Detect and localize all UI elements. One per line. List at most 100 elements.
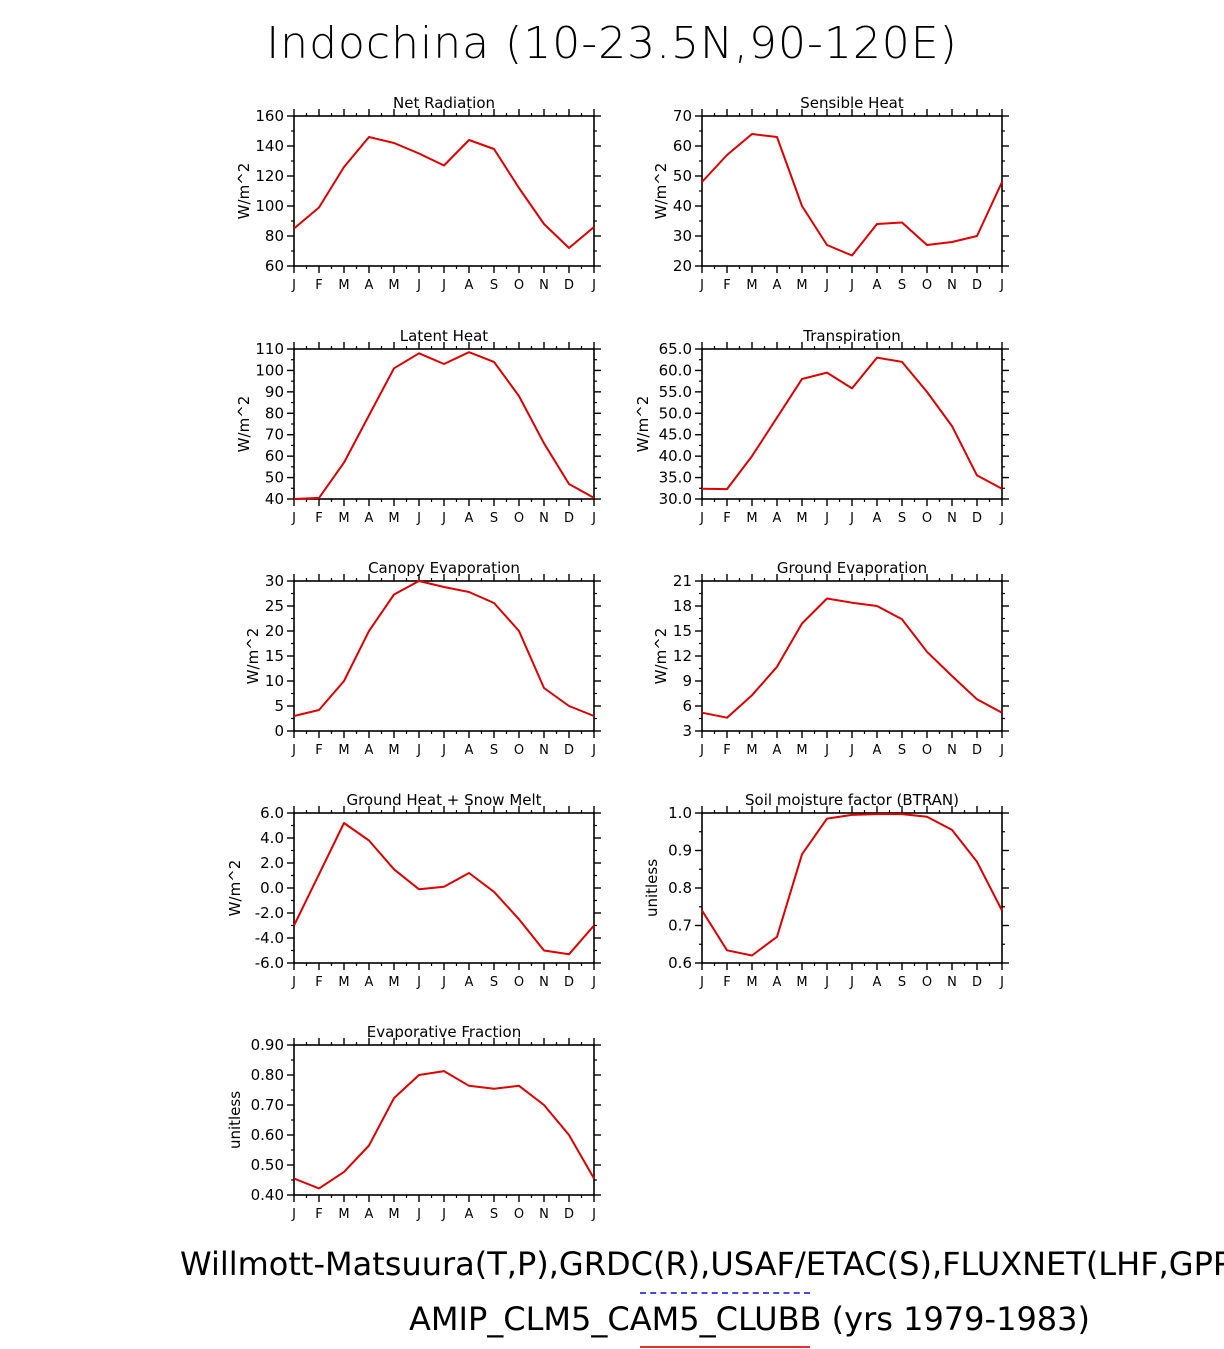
y-axis-label: unitless <box>226 1091 244 1149</box>
y-tick-label: 0.9 <box>668 842 692 860</box>
y-tick-label: 21 <box>673 572 692 590</box>
x-tick-label: M <box>796 278 807 293</box>
x-tick-label: M <box>746 743 757 758</box>
y-axis-label: W/m^2 <box>235 396 253 453</box>
y-tick-label: 2.0 <box>260 854 284 872</box>
x-tick-label: F <box>723 975 730 990</box>
x-tick-label: M <box>338 511 349 526</box>
y-tick-label: 45.0 <box>659 426 692 444</box>
series-line <box>701 356 1003 491</box>
x-tick-label: J <box>441 1207 446 1222</box>
plot-frame <box>701 348 1003 500</box>
chart-panel: J F M A M J J A S O N D J0.400.500.600.700.800.90Eva… <box>226 1023 601 1222</box>
x-tick-label: J <box>441 743 446 758</box>
y-tick-label: 35.0 <box>659 469 692 487</box>
x-tick-label: A <box>465 975 474 990</box>
x-tick-label: D <box>972 743 982 758</box>
y-tick-label: 30 <box>673 227 692 245</box>
x-tick-label: F <box>315 511 322 526</box>
y-tick-label: 0.60 <box>251 1126 284 1144</box>
x-tick-label: M <box>388 278 399 293</box>
x-tick-label: J <box>999 743 1004 758</box>
x-tick-label: A <box>873 511 882 526</box>
y-axis-label: W/m^2 <box>634 396 652 453</box>
series-line <box>701 813 1003 957</box>
x-tick-label: M <box>338 1207 349 1222</box>
x-tick-label: J <box>849 511 854 526</box>
y-tick-label: 0.8 <box>668 879 692 897</box>
y-tick-label: 120 <box>255 167 284 185</box>
x-tick-label: A <box>465 1207 474 1222</box>
y-axis-label: W/m^2 <box>235 163 253 220</box>
x-tick-label: A <box>873 975 882 990</box>
y-tick-label: 55.0 <box>659 383 692 401</box>
plot-frame <box>293 580 595 732</box>
x-tick-label: J <box>416 743 421 758</box>
x-tick-label: J <box>699 975 704 990</box>
x-tick-label: J <box>291 1207 296 1222</box>
x-tick-label: J <box>824 743 829 758</box>
x-tick-label: N <box>539 743 549 758</box>
y-axis-label: unitless <box>643 859 661 917</box>
y-tick-label: 40.0 <box>659 447 692 465</box>
x-tick-label: J <box>699 278 704 293</box>
x-tick-label: N <box>947 511 957 526</box>
x-tick-label: S <box>898 511 906 526</box>
y-tick-label: 6 <box>682 697 692 715</box>
x-tick-label: J <box>824 511 829 526</box>
y-axis-label: W/m^2 <box>652 163 670 220</box>
chart-title: Evaporative Fraction <box>367 1023 521 1041</box>
y-tick-label: 0.80 <box>251 1066 284 1084</box>
x-tick-label: S <box>490 278 498 293</box>
x-tick-label: S <box>898 278 906 293</box>
x-tick-label: S <box>898 975 906 990</box>
y-tick-label: 15 <box>265 647 284 665</box>
model-legend-line <box>640 1346 810 1348</box>
x-tick-label: J <box>591 975 596 990</box>
chart-title: Transpiration <box>802 327 900 345</box>
x-tick-label: D <box>972 975 982 990</box>
chart-panel: J F M A M J J A S O N D J30.035.040.045.050.055.060.… <box>634 327 1009 526</box>
x-tick-label: J <box>291 511 296 526</box>
y-tick-label: 4.0 <box>260 829 284 847</box>
y-tick-label: 3 <box>682 722 692 740</box>
y-tick-label: -4.0 <box>255 929 284 947</box>
y-tick-label: 70 <box>265 426 284 444</box>
x-tick-label: J <box>699 743 704 758</box>
x-tick-label: D <box>564 743 574 758</box>
plot-frame <box>293 348 595 500</box>
x-tick-label: A <box>365 511 374 526</box>
y-tick-label: 0.7 <box>668 917 692 935</box>
x-tick-label: S <box>898 743 906 758</box>
x-tick-label: O <box>514 975 524 990</box>
x-tick-label: J <box>999 975 1004 990</box>
y-axis-label: W/m^2 <box>652 628 670 685</box>
y-tick-label: 110 <box>255 340 284 358</box>
y-tick-label: 6.0 <box>260 804 284 822</box>
x-tick-label: J <box>291 975 296 990</box>
x-tick-label: M <box>388 511 399 526</box>
x-tick-label: J <box>699 511 704 526</box>
y-tick-label: 0.50 <box>251 1156 284 1174</box>
x-tick-label: F <box>723 511 730 526</box>
x-tick-label: A <box>365 743 374 758</box>
x-tick-label: J <box>824 278 829 293</box>
x-tick-label: F <box>723 278 730 293</box>
x-tick-label: A <box>773 278 782 293</box>
chart-title: Soil moisture factor (BTRAN) <box>745 791 959 809</box>
y-tick-label: 100 <box>255 197 284 215</box>
x-tick-label: F <box>315 278 322 293</box>
series-line <box>293 351 595 500</box>
x-tick-label: A <box>465 743 474 758</box>
x-tick-label: S <box>490 743 498 758</box>
x-tick-label: O <box>922 975 932 990</box>
y-tick-label: 140 <box>255 137 284 155</box>
y-tick-label: 20 <box>265 622 284 640</box>
x-tick-label: A <box>465 278 474 293</box>
x-tick-label: A <box>365 278 374 293</box>
chart-title: Sensible Heat <box>800 94 904 112</box>
